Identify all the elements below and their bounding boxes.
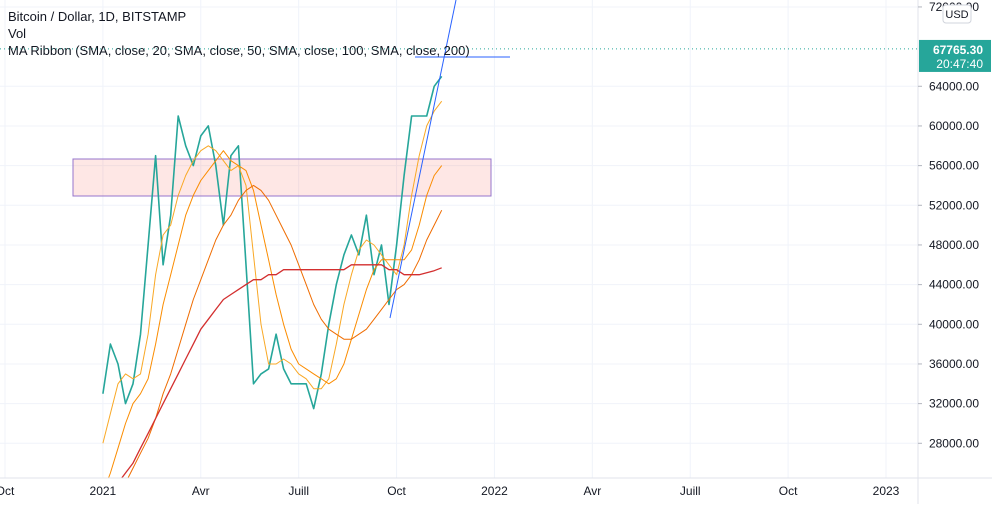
- currency-box[interactable]: [942, 4, 972, 24]
- series-line: [107, 150, 443, 478]
- y-tick-label: 60000.00: [929, 119, 979, 133]
- currency: USD: [945, 9, 968, 21]
- grid: [0, 0, 918, 478]
- trend-line-drawing[interactable]: [389, 0, 457, 319]
- price-axis: 28000.00 32000.00 36000.00 40000.00 44000.00…: [918, 0, 979, 450]
- x-tick-label: 2021: [90, 484, 117, 498]
- last-price-label: 67765.30: [933, 43, 983, 57]
- series-line: [127, 184, 443, 478]
- plot-area: [102, 75, 443, 478]
- x-tick-label: Oct: [779, 484, 798, 498]
- y-tick-label: 56000.00: [929, 159, 979, 173]
- series-line: [120, 264, 442, 478]
- y-tick-label: 48000.00: [929, 238, 979, 252]
- y-tick-label: 32000.00: [929, 397, 979, 411]
- x-tick-label: Juill: [288, 484, 309, 498]
- y-tick-label: 44000.00: [929, 278, 979, 292]
- last-price-box: [919, 39, 991, 72]
- x-tick-label: Juill: [680, 484, 701, 498]
- volume-label: Vol: [8, 26, 26, 41]
- y-tick-label: 28000.00: [929, 436, 979, 450]
- chart-title: Bitcoin / Dollar, 1D, BITSTAMP: [8, 9, 186, 24]
- x-tick-label: 2022: [481, 484, 508, 498]
- indicator-label: MA Ribbon (SMA, close, 20, SMA, close, 5…: [8, 43, 470, 58]
- y-tick-label: 64000.00: [929, 79, 979, 93]
- x-tick-label: Avr: [583, 484, 601, 498]
- series-line: [102, 75, 443, 410]
- x-tick-label: Oct: [0, 484, 15, 498]
- countdown: 20:47:40: [936, 57, 983, 71]
- x-tick-label: Avr: [192, 484, 210, 498]
- x-tick-label: 2023: [873, 484, 900, 498]
- y-tick-label: 40000.00: [929, 317, 979, 331]
- y-tick-label: 52000.00: [929, 198, 979, 212]
- x-tick-label: Oct: [387, 484, 406, 498]
- y-tick-label: 36000.00: [929, 357, 979, 371]
